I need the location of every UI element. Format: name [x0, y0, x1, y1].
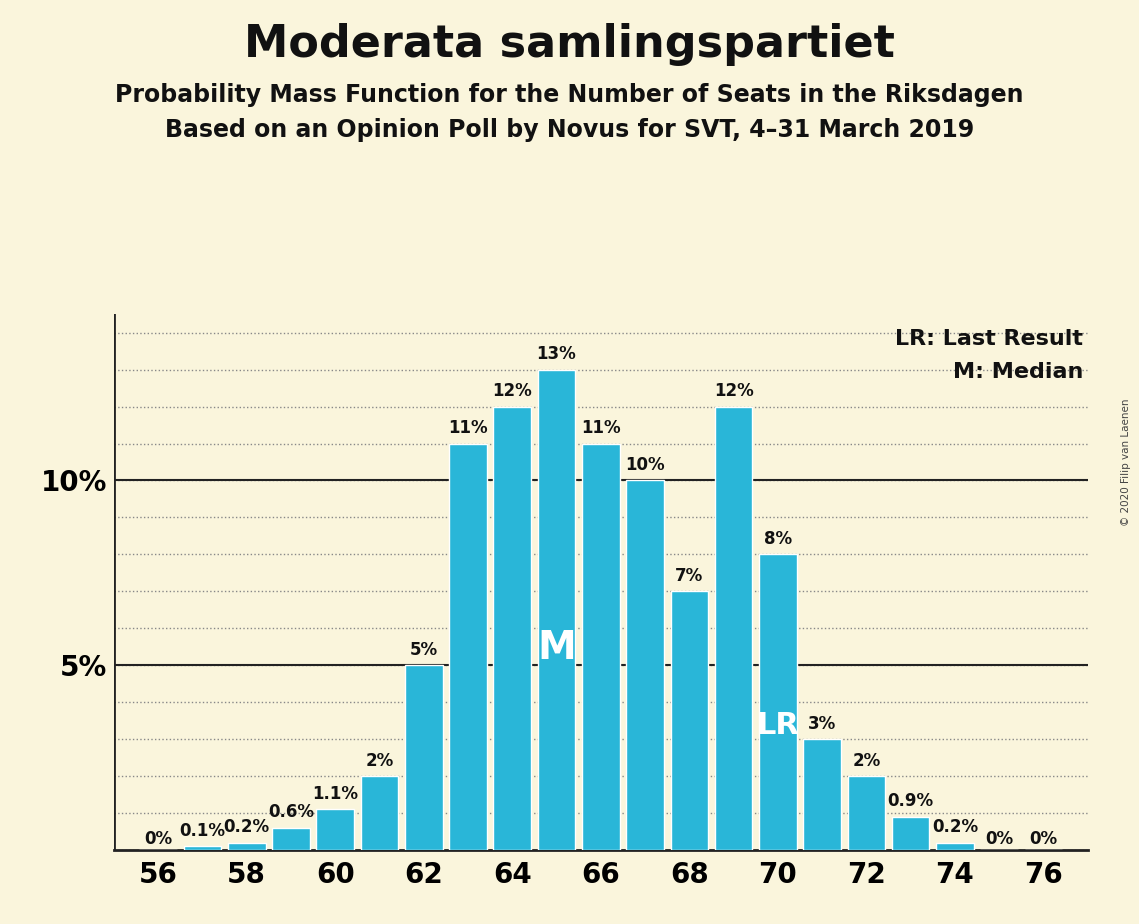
Bar — [671, 591, 708, 850]
Text: 8%: 8% — [764, 529, 792, 548]
Bar — [317, 809, 354, 850]
Text: M: M — [538, 629, 576, 667]
Bar — [538, 370, 575, 850]
Text: LR: LR — [756, 711, 800, 740]
Text: 10%: 10% — [625, 456, 665, 474]
Bar — [847, 776, 885, 850]
Text: 13%: 13% — [536, 345, 576, 363]
Bar — [493, 407, 531, 850]
Text: 0.2%: 0.2% — [223, 818, 270, 836]
Bar — [449, 444, 486, 850]
Text: 2%: 2% — [366, 751, 394, 770]
Bar — [626, 480, 664, 850]
Text: 0%: 0% — [985, 831, 1014, 848]
Text: 3%: 3% — [808, 714, 836, 733]
Text: 0.9%: 0.9% — [887, 792, 934, 810]
Bar — [183, 846, 221, 850]
Bar — [803, 739, 841, 850]
Bar — [715, 407, 753, 850]
Text: 0.6%: 0.6% — [268, 803, 314, 821]
Text: 12%: 12% — [714, 382, 754, 400]
Bar — [228, 843, 265, 850]
Bar — [936, 843, 974, 850]
Text: 2%: 2% — [852, 751, 880, 770]
Bar — [582, 444, 620, 850]
Text: 0.1%: 0.1% — [180, 821, 226, 840]
Text: LR: Last Result: LR: Last Result — [895, 329, 1083, 349]
Text: 0%: 0% — [1030, 831, 1057, 848]
Text: © 2020 Filip van Laenen: © 2020 Filip van Laenen — [1121, 398, 1131, 526]
Text: 5%: 5% — [410, 640, 437, 659]
Text: Probability Mass Function for the Number of Seats in the Riksdagen: Probability Mass Function for the Number… — [115, 83, 1024, 107]
Text: 12%: 12% — [492, 382, 532, 400]
Bar — [405, 665, 443, 850]
Text: 7%: 7% — [675, 566, 704, 585]
Bar — [892, 817, 929, 850]
Text: Moderata samlingspartiet: Moderata samlingspartiet — [244, 23, 895, 67]
Bar — [759, 554, 796, 850]
Text: M: Median: M: Median — [953, 362, 1083, 383]
Text: Based on an Opinion Poll by Novus for SVT, 4–31 March 2019: Based on an Opinion Poll by Novus for SV… — [165, 118, 974, 142]
Text: 0.2%: 0.2% — [932, 818, 978, 836]
Bar — [272, 828, 310, 850]
Text: 11%: 11% — [449, 419, 487, 437]
Text: 11%: 11% — [581, 419, 621, 437]
Bar — [361, 776, 399, 850]
Text: 1.1%: 1.1% — [312, 784, 359, 803]
Text: 0%: 0% — [145, 831, 172, 848]
